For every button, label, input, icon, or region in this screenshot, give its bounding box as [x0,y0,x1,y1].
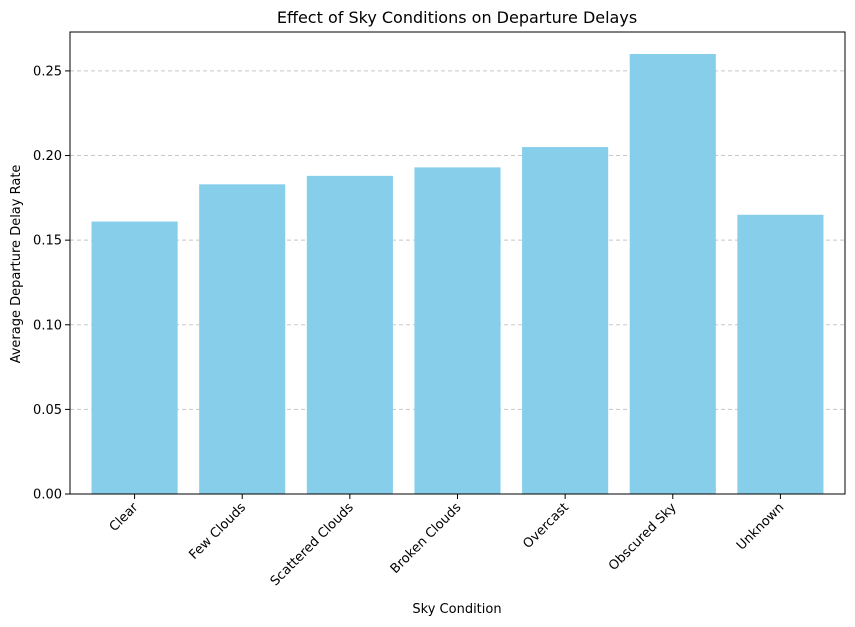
x-tick-label: Obscured Sky [606,500,680,574]
x-tick-label: Scattered Clouds [268,500,357,589]
bar [91,221,178,495]
bar [199,184,286,495]
y-tick-label: 0.10 [33,318,62,333]
bar [737,214,824,494]
y-tick-label: 0.00 [33,488,62,503]
bar [522,147,609,495]
y-tick-label: 0.25 [33,64,62,79]
y-axis-label: Average Departure Delay Rate [9,165,24,364]
y-axis-ticks: 0.00 0.05 0.10 0.15 0.20 0.25 [33,64,70,503]
y-tick-label: 0.15 [33,234,62,249]
chart-title: Effect of Sky Conditions on Departure De… [277,8,637,27]
x-tick-label: Unknown [734,500,787,553]
x-tick-label: Broken Clouds [388,500,465,577]
x-axis-ticks: Clear Few Clouds Scattered Clouds Broken Cl… [107,494,787,589]
x-tick-label: Few Clouds [187,500,250,563]
x-axis-label: Sky Condition [412,602,501,617]
bar [414,167,501,494]
y-tick-label: 0.05 [33,403,62,418]
x-tick-label: Clear [107,500,142,535]
bar [629,54,716,494]
y-tick-label: 0.20 [33,149,62,164]
bars [91,54,824,495]
x-tick-label: Overcast [520,500,572,552]
bar [306,175,393,494]
